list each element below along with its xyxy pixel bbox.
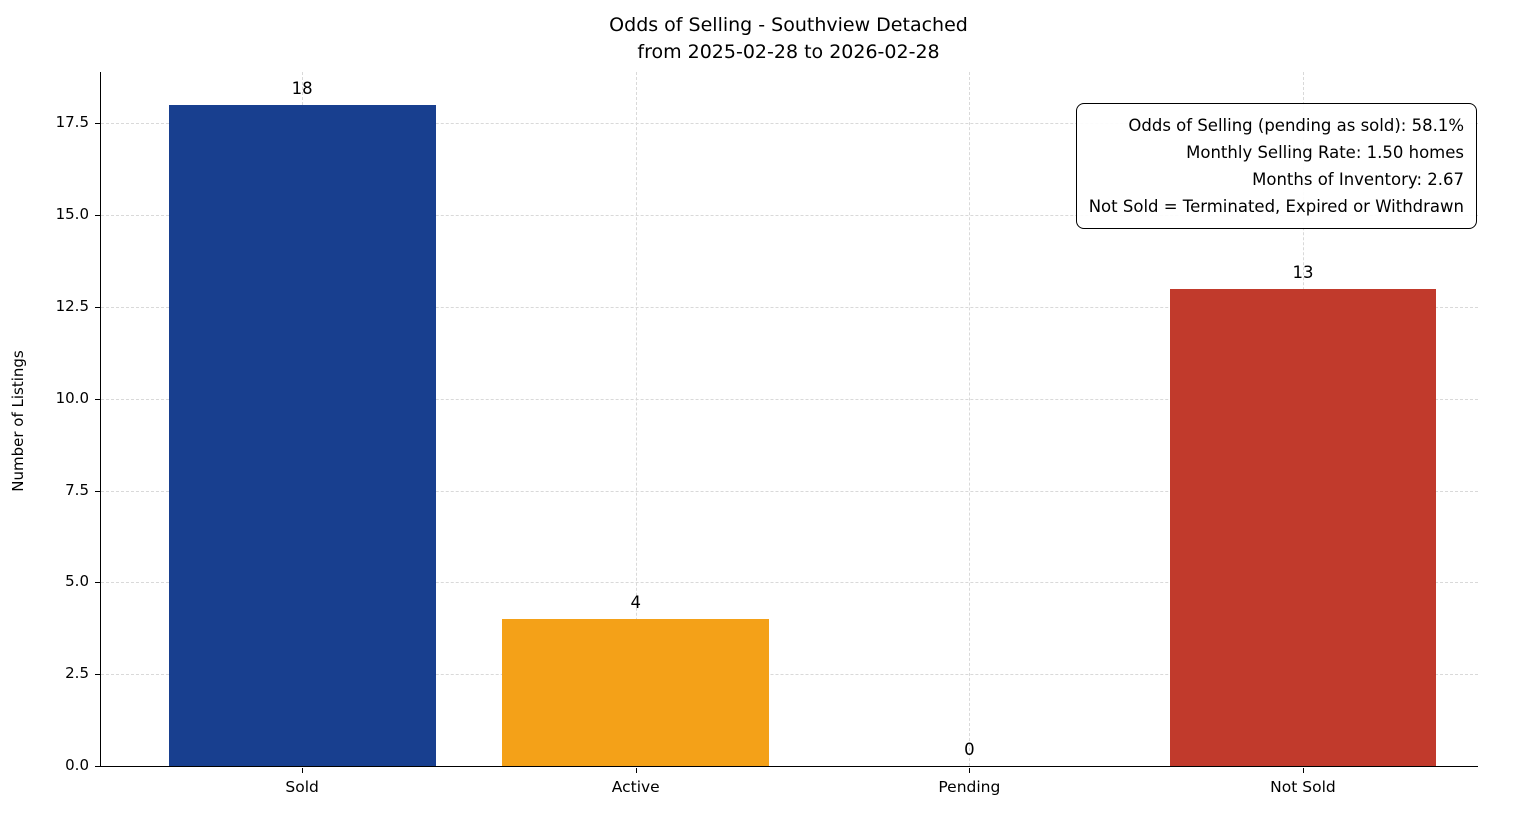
annotation-line-notsold: Not Sold = Terminated, Expired or Withdr… bbox=[1088, 197, 1464, 216]
plot-area: 18 4 0 13 0.0 2.5 5.0 7.5 10.0 12.5 15.0 17.5 Sold Ac… bbox=[56, 72, 1478, 796]
x-category-label: Active bbox=[611, 778, 660, 796]
y-tick-label: 15.0 bbox=[55, 205, 89, 224]
h-gridline bbox=[101, 582, 1478, 584]
bar-sold bbox=[168, 105, 436, 766]
y-tick-label: 12.5 bbox=[55, 297, 89, 315]
bar-value-label: 13 bbox=[1292, 262, 1314, 282]
x-axis-tick bbox=[635, 767, 637, 773]
x-category-label: Not Sold bbox=[1270, 778, 1336, 796]
y-axis-tick bbox=[94, 674, 100, 676]
y-tick-label: 10.0 bbox=[55, 388, 89, 407]
y-axis-tick bbox=[94, 582, 100, 584]
h-gridline bbox=[101, 490, 1478, 492]
x-axis-tick bbox=[302, 767, 304, 773]
annotation-line-inventory: Months of Inventory: 2.67 bbox=[1252, 170, 1464, 189]
h-gridline bbox=[101, 307, 1478, 308]
chart-subtitle: from 2025-02-28 to 2026-02-28 bbox=[637, 41, 940, 63]
y-axis-tick bbox=[94, 490, 100, 492]
h-gridline bbox=[101, 215, 1478, 217]
y-axis-tick bbox=[94, 398, 100, 400]
h-gridline bbox=[101, 674, 1478, 676]
x-axis-tick bbox=[969, 767, 971, 773]
bar-value-label: 18 bbox=[291, 79, 313, 99]
y-axis-tick bbox=[94, 766, 100, 767]
y-axis-tick bbox=[94, 307, 100, 308]
x-axis-tick bbox=[1302, 767, 1304, 773]
h-gridline bbox=[101, 398, 1478, 400]
x-category-label: Pending bbox=[938, 778, 1001, 796]
h-gridline bbox=[101, 123, 1478, 125]
v-gridline bbox=[969, 72, 971, 766]
y-tick-label: 17.5 bbox=[55, 113, 89, 132]
bar-value-label: 0 bbox=[964, 740, 975, 759]
annotation-line-rate: Monthly Selling Rate: 1.50 homes bbox=[1186, 143, 1464, 162]
y-tick-label: 7.5 bbox=[65, 480, 89, 499]
y-axis-tick bbox=[94, 215, 100, 217]
bar-not-sold bbox=[1169, 288, 1437, 766]
y-tick-label: 5.0 bbox=[65, 572, 89, 591]
y-axis-tick bbox=[94, 123, 100, 125]
chart-title-block: Odds of Selling - Southview Detached fro… bbox=[100, 12, 1477, 66]
y-tick-label: 0.0 bbox=[65, 756, 89, 774]
y-tick-label: 2.5 bbox=[65, 664, 89, 683]
v-gridline bbox=[635, 72, 637, 766]
bar-value-label: 4 bbox=[630, 593, 642, 613]
bar-active bbox=[502, 619, 770, 766]
y-axis-label: Number of Listings bbox=[9, 350, 27, 492]
annotation-line-odds: Odds of Selling (pending as sold): 58.1% bbox=[1128, 116, 1464, 135]
x-category-label: Sold bbox=[285, 778, 319, 796]
annotation-box: Odds of Selling (pending as sold): 58.1%… bbox=[1075, 103, 1477, 229]
chart-title: Odds of Selling - Southview Detached bbox=[609, 14, 968, 36]
